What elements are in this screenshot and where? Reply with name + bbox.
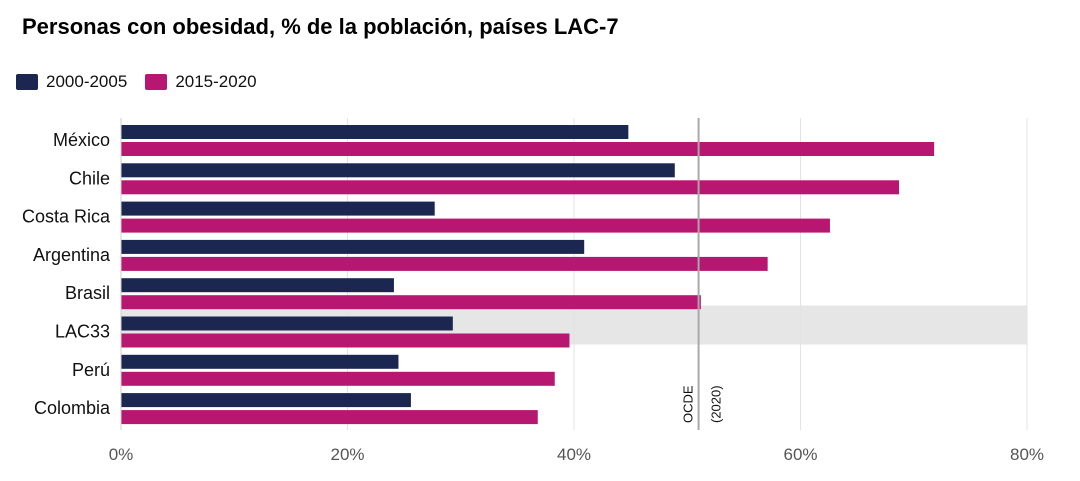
x-tick-label: 80% <box>1010 445 1044 464</box>
legend-swatch-series-2 <box>145 74 168 90</box>
bar-2000-2005-0 <box>121 125 629 139</box>
category-label: LAC33 <box>55 322 110 342</box>
bar-2015-2020-4 <box>121 295 701 310</box>
bar-2015-2020-5 <box>121 333 570 348</box>
reference-label-year: (2020) <box>709 385 724 423</box>
x-tick-label: 60% <box>783 445 817 464</box>
reference-label-ocde: OCDE <box>681 385 696 423</box>
bar-2000-2005-2 <box>121 201 435 216</box>
category-label: Costa Rica <box>22 207 111 227</box>
x-tick-label: 40% <box>557 445 591 464</box>
bar-2015-2020-6 <box>121 371 555 386</box>
legend-label-series-2: 2015-2020 <box>175 72 257 91</box>
bar-2015-2020-7 <box>121 410 538 425</box>
bar-2000-2005-6 <box>121 354 399 369</box>
x-tick-label: 20% <box>330 445 364 464</box>
category-label: Brasil <box>65 283 110 303</box>
chart-title: Personas con obesidad, % de la población… <box>22 14 619 39</box>
bar-2000-2005-4 <box>121 278 394 293</box>
bar-2000-2005-1 <box>121 163 675 178</box>
bar-2015-2020-2 <box>121 218 830 233</box>
bar-2000-2005-5 <box>121 316 453 331</box>
legend: 2000-2005 2015-2020 <box>16 72 275 92</box>
bar-2015-2020-0 <box>121 142 935 156</box>
x-tick-label: 0% <box>109 445 134 464</box>
legend-swatch-series-1 <box>16 74 38 90</box>
legend-label-series-1: 2000-2005 <box>46 72 128 91</box>
legend-item-series-2: 2015-2020 <box>145 72 257 92</box>
category-label: Chile <box>69 168 110 188</box>
bar-2000-2005-7 <box>121 393 411 408</box>
bar-2000-2005-3 <box>121 239 585 254</box>
bar-2015-2020-3 <box>121 256 768 271</box>
category-label: Perú <box>72 360 110 380</box>
category-label: Argentina <box>33 245 111 265</box>
category-label: Colombia <box>34 398 111 418</box>
bar-2015-2020-1 <box>121 180 900 195</box>
legend-item-series-1: 2000-2005 <box>16 72 127 92</box>
category-label: México <box>53 130 110 150</box>
